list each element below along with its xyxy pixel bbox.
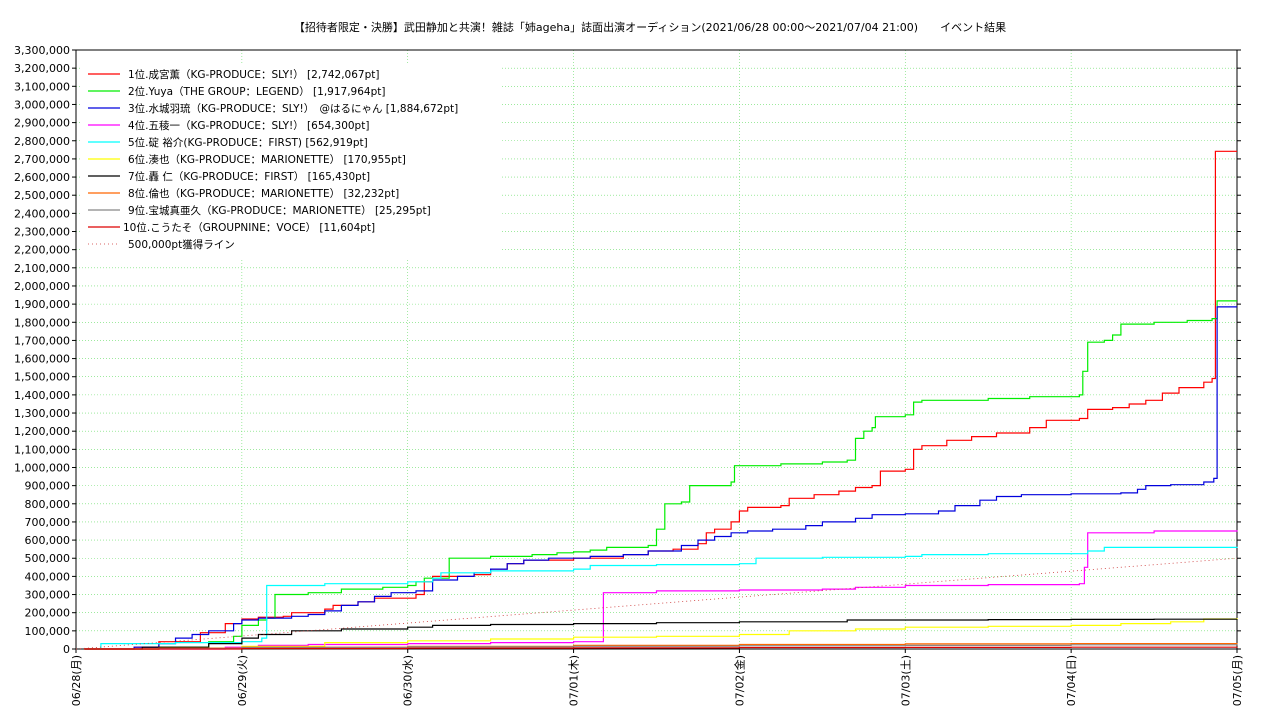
y-tick-label: 100,000 <box>25 625 71 638</box>
y-tick-label: 900,000 <box>25 480 71 493</box>
y-tick-label: 800,000 <box>25 498 71 511</box>
x-tick-label: 07/05(月) <box>1231 655 1244 706</box>
y-tick-label: 2,200,000 <box>14 244 70 257</box>
y-tick-label: 2,400,000 <box>14 207 70 220</box>
legend-label: 8位.倫也（KG-PRODUCE：MARIONETTE） [32,232pt] <box>128 187 399 200</box>
y-tick-label: 1,900,000 <box>14 298 70 311</box>
y-tick-label: 1,000,000 <box>14 461 70 474</box>
legend-label: 6位.湊也（KG-PRODUCE：MARIONETTE） [170,955pt] <box>128 153 406 166</box>
y-tick-label: 2,700,000 <box>14 153 70 166</box>
series-line-1 <box>84 150 1237 650</box>
legend-label: 4位.五稜一（KG-PRODUCE：SLY!） [654,300pt] <box>128 119 369 132</box>
y-tick-label: 400,000 <box>25 570 71 583</box>
y-tick-label: 1,700,000 <box>14 334 70 347</box>
y-tick-label: 1,400,000 <box>14 389 70 402</box>
series-line-7 <box>84 618 1238 650</box>
legend-label: 5位.碇 裕介(KG-PRODUCE：FIRST) [562,919pt] <box>128 136 368 149</box>
plot-frame <box>75 49 1238 650</box>
y-tick-label: 2,300,000 <box>14 226 70 239</box>
y-tick-label: 700,000 <box>25 516 71 529</box>
legend-label: 7位.轟 仁（KG-PRODUCE：FIRST） [165,430pt] <box>128 170 370 183</box>
axes <box>72 49 1241 653</box>
y-tick-label: 1,800,000 <box>14 316 70 329</box>
legend-label: 9位.宝城真亜久（KG-PRODUCE：MARIONETTE） [25,295p… <box>128 204 431 217</box>
series-line-11 <box>75 557 1238 650</box>
y-tick-label: 2,900,000 <box>14 117 70 130</box>
series-line-6 <box>84 618 1238 650</box>
x-tick-label: 07/02(金) <box>732 655 746 706</box>
y-tick-label: 2,500,000 <box>14 189 70 202</box>
legend-label: 2位.Yuya（THE GROUP：LEGEND） [1,917,964pt] <box>128 85 385 98</box>
x-tick-label: 06/30(水) <box>402 655 415 706</box>
x-tick-labels: 06/28(月) 06/29(火) 06/30(水) 07/01(木) 07/02(金)… <box>70 655 1244 706</box>
x-tick-label: 06/28(月) <box>70 655 83 706</box>
series-line-4 <box>84 530 1238 650</box>
y-tick-label: 600,000 <box>25 534 71 547</box>
series-line-10 <box>84 646 1238 650</box>
y-tick-label: 1,500,000 <box>14 371 70 384</box>
y-tick-label: 2,000,000 <box>14 280 70 293</box>
series-line-2 <box>84 300 1237 650</box>
x-tick-label: 06/29(火) <box>236 655 249 706</box>
y-tick-label: 2,100,000 <box>14 262 70 275</box>
y-tick-label: 3,000,000 <box>14 98 70 111</box>
y-tick-label: 300,000 <box>25 589 71 602</box>
legend-label: 3位.水城羽琉（KG-PRODUCE：SLY!） @はるにゃん [1,884,6… <box>128 102 458 115</box>
y-tick-label: 1,200,000 <box>14 425 70 438</box>
series-line-5 <box>84 546 1238 650</box>
legend-label: 500,000pt獲得ライン <box>128 238 235 251</box>
y-tick-label: 3,100,000 <box>14 80 70 93</box>
series-line-3 <box>84 306 1237 650</box>
y-tick-label: 1,600,000 <box>14 353 70 366</box>
y-tick-labels: 0 100,000 200,000 300,000 400,000 500,000 600,… <box>14 44 70 656</box>
legend: 1位.成宮薫（KG-PRODUCE：SLY!） [2,742,067pt] 2位.… <box>80 64 502 259</box>
y-tick-label: 500,000 <box>25 552 71 565</box>
legend-label: 1位.成宮薫（KG-PRODUCE：SLY!） [2,742,067pt] <box>128 68 379 81</box>
y-tick-label: 2,600,000 <box>14 171 70 184</box>
legend-label: 10位.こうたそ（GROUPNINE：VOCE） [11,604pt] <box>123 221 375 234</box>
x-tick-label: 07/04(日) <box>1065 655 1078 706</box>
y-tick-label: 0 <box>63 643 70 656</box>
y-tick-label: 3,300,000 <box>14 44 70 57</box>
series-lines <box>75 150 1238 650</box>
chart-title: 【招待者限定・決勝】武田静加と共演！雑誌「姉ageha」誌面出演オーディション(… <box>294 20 1006 34</box>
x-tick-label: 07/03(土) <box>899 655 912 706</box>
x-tick-label: 07/01(木) <box>568 655 581 706</box>
y-tick-label: 1,100,000 <box>14 443 70 456</box>
y-tick-label: 1,300,000 <box>14 407 70 420</box>
y-tick-label: 2,800,000 <box>14 135 70 148</box>
y-tick-label: 200,000 <box>25 607 71 620</box>
legend-box <box>80 64 502 259</box>
y-tick-label: 3,200,000 <box>14 62 70 75</box>
